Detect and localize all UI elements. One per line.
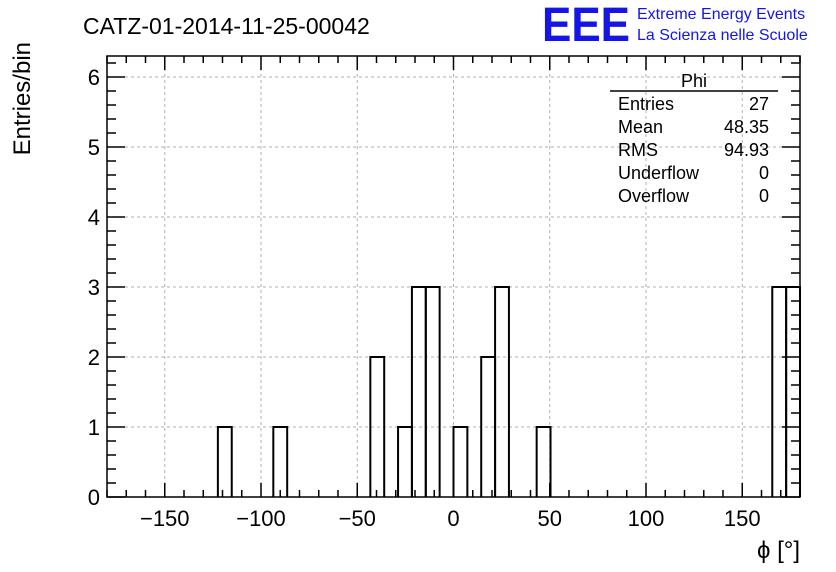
- stats-value: 94.93: [724, 140, 769, 160]
- x-tick-label: −150: [140, 506, 190, 531]
- logo-line-1: Extreme Energy Events: [637, 6, 805, 23]
- stats-value: 27: [749, 94, 769, 114]
- histogram-bar: [424, 286, 441, 497]
- y-tick-label: 5: [88, 135, 100, 160]
- y-tick-label: 2: [88, 345, 100, 370]
- x-axis-ticks: −150 −100 −50 0 50 100 150: [106, 56, 801, 531]
- logo-mark: EEE: [542, 0, 630, 52]
- x-tick-label: 150: [724, 506, 761, 531]
- histogram-bar: [785, 286, 801, 497]
- x-tick-label: 50: [538, 506, 562, 531]
- logo-line-2: La Scienza nelle Scuole: [637, 27, 808, 44]
- stats-name: Phi: [681, 71, 707, 91]
- y-axis-label: Entries/bin: [9, 42, 36, 155]
- histogram-bar: [452, 426, 469, 497]
- stats-rows: Entries 27 Mean 48.35 RMS 94.93 Underflow 0 Over…: [618, 94, 769, 206]
- stats-box: Phi Entries 27 Mean 48.35 RMS 94.93 Underflow 0…: [610, 71, 778, 206]
- x-axis-label: ϕ [°]: [757, 537, 800, 564]
- histogram-bar: [397, 426, 413, 497]
- y-tick-label: 0: [88, 485, 100, 510]
- histogram-bars: [216, 286, 801, 497]
- y-tick-label: 1: [88, 415, 100, 440]
- x-tick-label: −100: [236, 506, 286, 531]
- grid-lines: [107, 56, 800, 497]
- y-tick-label: 4: [88, 205, 100, 230]
- stats-label: Underflow: [618, 163, 700, 183]
- stats-value: 0: [759, 186, 769, 206]
- stats-label: Entries: [618, 94, 674, 114]
- stats-value: 48.35: [724, 117, 769, 137]
- histogram-bar: [369, 356, 386, 497]
- eee-logo: EEE Extreme Energy Events La Scienza nel…: [542, 0, 808, 52]
- histogram-bar: [771, 286, 788, 497]
- histogram-bar: [494, 286, 510, 497]
- histogram-bar: [216, 426, 233, 497]
- chart-title: CATZ-01-2014-11-25-00042: [83, 13, 370, 39]
- stats-value: 0: [759, 163, 769, 183]
- y-axis-ticks: 0 1 2 3 4 5 6: [88, 62, 800, 510]
- histogram-bar: [535, 426, 552, 497]
- x-tick-label: 0: [447, 506, 459, 531]
- stats-label: Overflow: [618, 186, 690, 206]
- x-tick-label: −50: [339, 506, 376, 531]
- y-tick-label: 3: [88, 275, 100, 300]
- histogram-bar: [272, 426, 289, 497]
- stats-label: Mean: [618, 117, 663, 137]
- x-tick-label: 100: [628, 506, 665, 531]
- stats-label: RMS: [618, 140, 658, 160]
- y-tick-label: 6: [88, 65, 100, 90]
- histogram-bar: [410, 286, 427, 497]
